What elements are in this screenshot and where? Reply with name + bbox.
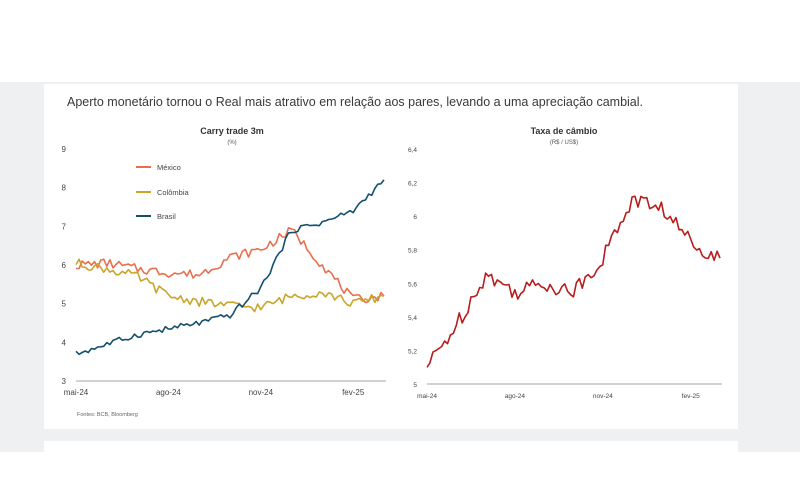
chart1-x-tick: mai-24 [64,388,89,397]
chart2-y-tick: 6 [413,214,417,221]
next-card [44,441,738,453]
chart2-title: Taxa de câmbio [531,126,598,136]
chart1-y-tick: 6 [62,261,67,270]
chart1-y-tick: 8 [62,184,67,193]
chart1-subtitle: (%) [227,140,236,146]
chart1-y-tick: 7 [62,222,67,231]
chart1-x-tick: ago-24 [156,388,181,397]
chart2-y-tick: 6,4 [408,147,417,154]
chart2-subtitle: (R$ / US$) [550,140,578,146]
chart1-x-tick: fev-25 [342,388,365,397]
chart1-y-tick: 9 [62,145,67,154]
top-background [0,0,800,82]
chart2-y-tick: 5,6 [408,281,417,288]
chart2-x-tick: mai-24 [417,393,437,400]
chart2-y-tick: 5 [413,382,417,389]
chart2-y-tick: 5,2 [408,348,417,355]
chart1-y-tick: 5 [62,300,67,309]
chart2-x-tick: nov-24 [593,393,613,400]
chart2-y-tick: 5,4 [408,315,417,322]
chart-card [44,84,738,429]
chart1-title: Carry trade 3m [200,126,264,136]
legend-label-mexico: México [157,163,181,172]
source-note: Fontes: BCB, Bloomberg [77,412,138,418]
chart2-x-tick: fev-25 [682,393,700,400]
bottom-background [0,452,800,500]
chart2-series-line [426,195,721,368]
chart2-x-tick: ago-24 [505,393,526,400]
chart1-y-tick: 4 [62,338,67,347]
chart1-series-brasil [75,179,385,356]
chart2-y-tick: 6,2 [408,181,417,188]
headline: Aperto monetário tornou o Real mais atra… [67,95,644,109]
chart2-y-tick: 5,8 [408,248,417,255]
legend-label-brasil: Brasil [157,212,176,221]
legend-label-colombia: Colômbia [157,188,190,197]
chart1-x-tick: nov-24 [249,388,274,397]
chart1-series-méxico [75,226,385,304]
chart1-y-tick: 3 [62,377,67,386]
chart1-series-colômbia [75,258,385,313]
